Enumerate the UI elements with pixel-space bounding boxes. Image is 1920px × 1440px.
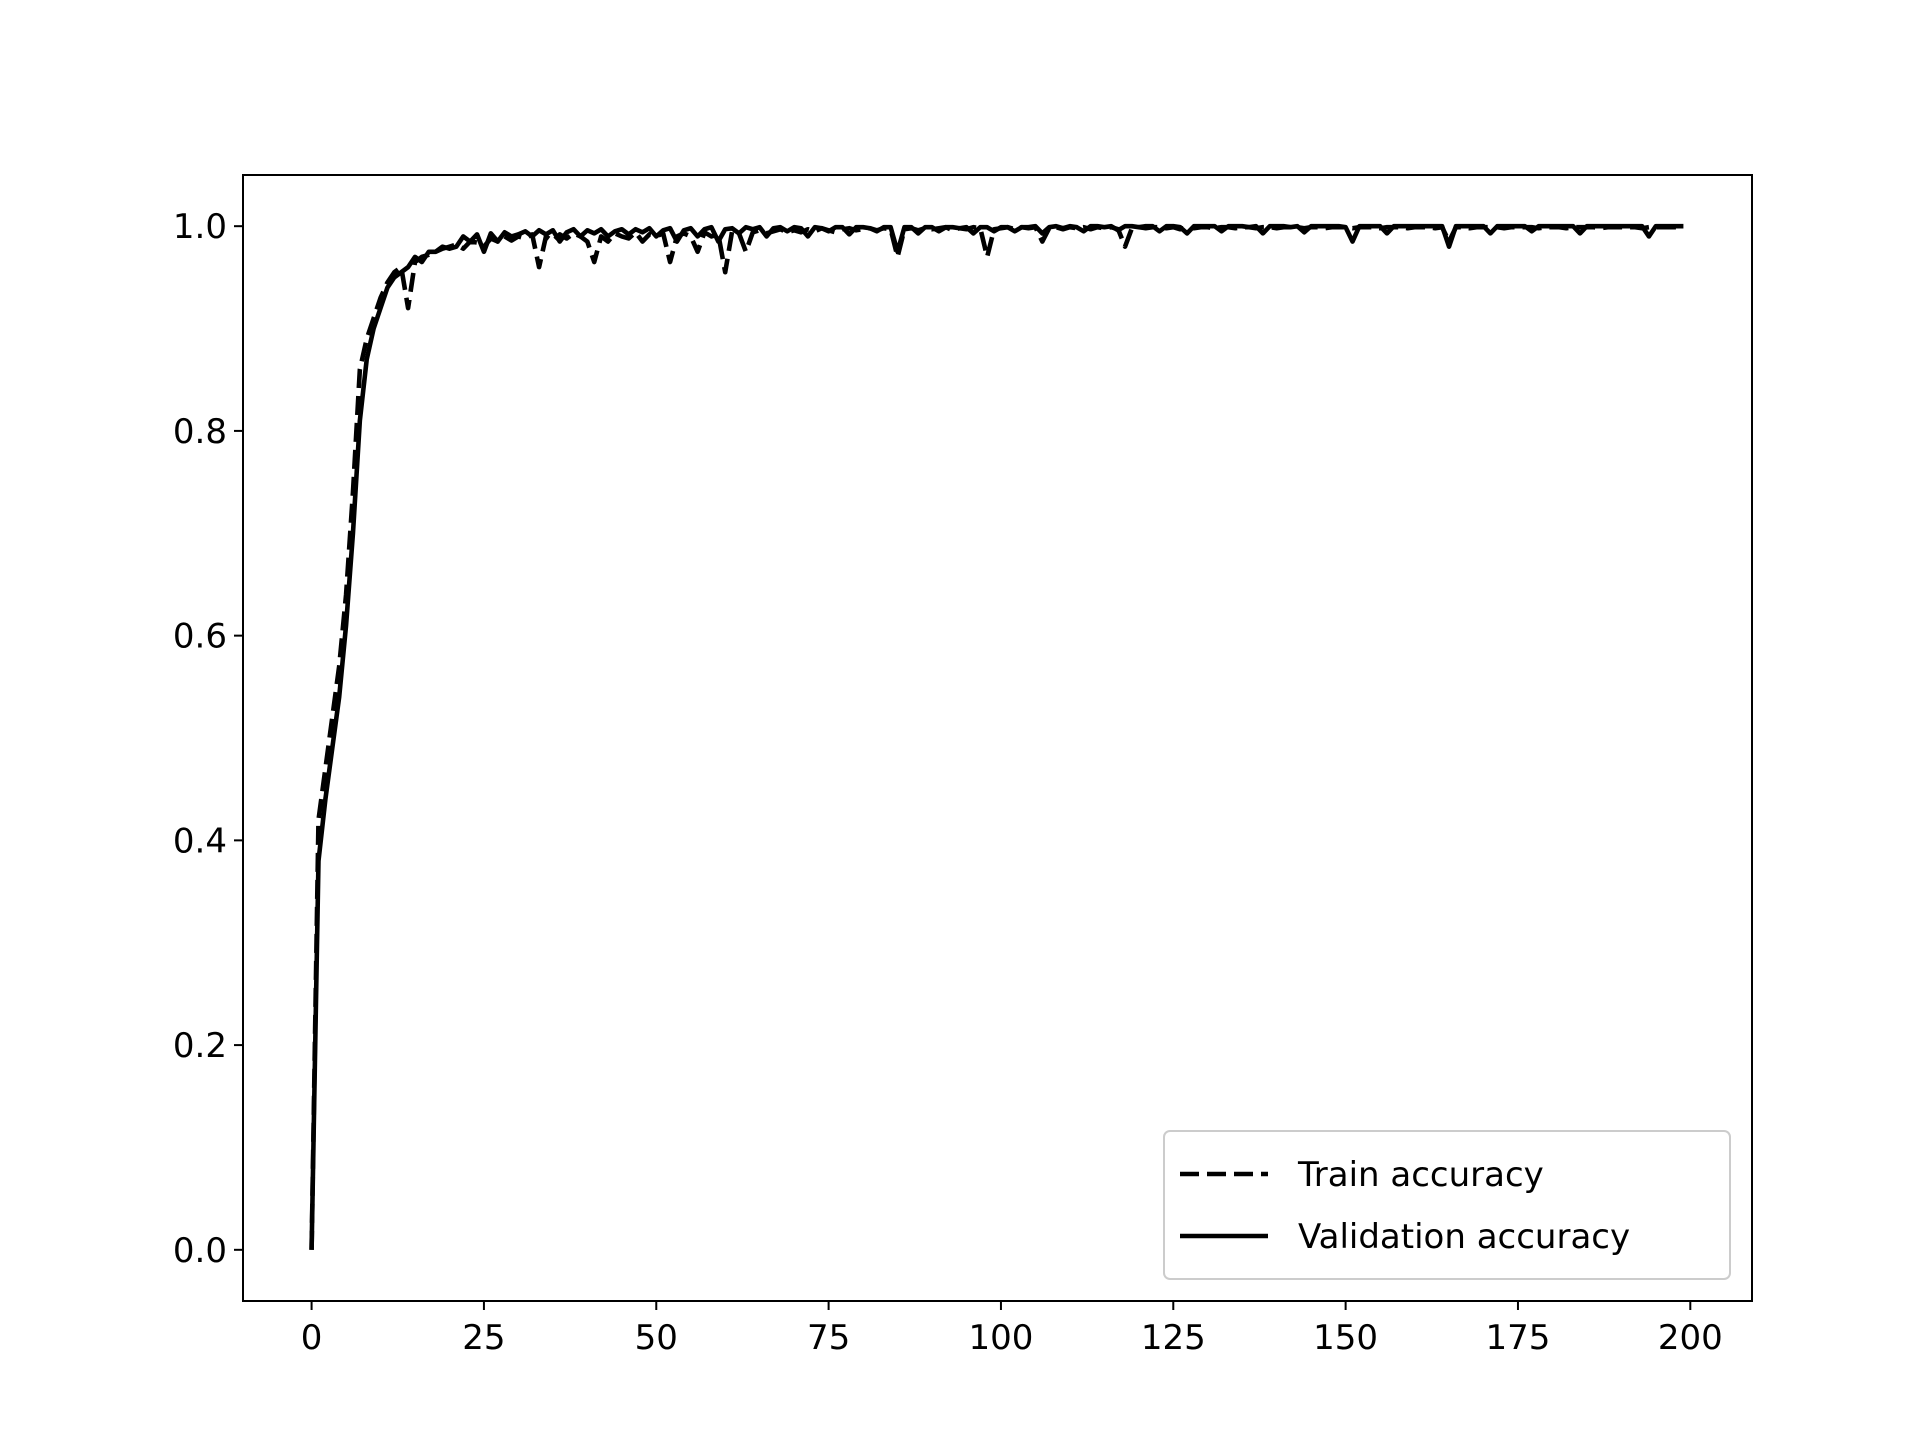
x-tick-label: 25	[462, 1318, 505, 1358]
y-tick-label: 0.4	[173, 821, 227, 861]
legend-label: Validation accuracy	[1298, 1217, 1630, 1257]
legend-box	[1163, 1130, 1731, 1280]
legend-label: Train accuracy	[1297, 1155, 1544, 1195]
plot-frame	[242, 174, 1753, 1302]
y-tick-label: 1.0	[173, 207, 227, 247]
x-tick-label: 150	[1313, 1318, 1378, 1358]
y-tick-label: 0.6	[173, 617, 227, 657]
line-series	[309, 223, 1684, 1250]
y-tick-label: 0.2	[173, 1026, 227, 1066]
x-tick-label: 75	[807, 1318, 850, 1358]
x-tick-label: 100	[968, 1318, 1033, 1358]
y-tick-label: 0.8	[173, 412, 227, 452]
x-tick-label: 175	[1486, 1318, 1551, 1358]
x-tick-label: 50	[635, 1318, 678, 1358]
x-tick-label: 200	[1658, 1318, 1723, 1358]
y-tick-label: 0.0	[173, 1231, 227, 1271]
x-tick-label: 0	[301, 1318, 323, 1358]
x-tick-label: 125	[1141, 1318, 1206, 1358]
